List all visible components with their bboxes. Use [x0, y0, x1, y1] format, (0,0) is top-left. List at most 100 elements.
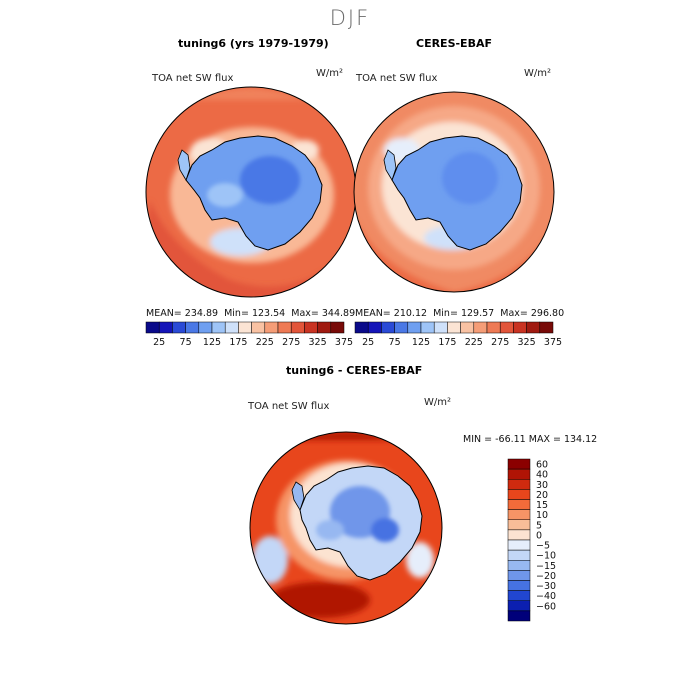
panel-3-south-max [270, 582, 370, 618]
colorbar-swatch [317, 321, 332, 334]
colorbar-swatch [486, 321, 501, 334]
panel-2-colorbar: 25 75 125 175 225 275 325 375 [354, 321, 562, 348]
colorbar-swatch [238, 321, 252, 334]
colorbar-swatch [158, 321, 173, 334]
colorbar-tick-label: −40 [536, 591, 556, 602]
colorbar-swatch [330, 321, 345, 334]
panel-2-min-label: Min= [433, 308, 458, 319]
colorbar-swatch [277, 321, 292, 334]
colorbar-tick-label: 75 [389, 337, 401, 348]
colorbar-swatch [507, 590, 531, 601]
panel-3-west-ant-neg [316, 520, 344, 540]
colorbar-swatch [145, 321, 160, 334]
colorbar-tick-label: 20 [536, 490, 548, 501]
figure-title: DJF [329, 6, 371, 30]
panel-2-stats: MEAN= 210.12 Min= 129.57 Max= 296.80 [355, 308, 564, 319]
colorbar-swatch [198, 321, 213, 334]
colorbar-swatch [264, 321, 279, 334]
panel-2-plateau [442, 152, 498, 204]
colorbar-swatch [507, 529, 531, 541]
colorbar-swatch [473, 321, 488, 334]
colorbar-tick-label: 15 [536, 500, 548, 511]
panel-1-mean-label: MEAN= [146, 308, 182, 319]
colorbar-tick-label: 175 [229, 337, 247, 348]
colorbar-tick-label: 125 [203, 337, 221, 348]
panel-3-peninsula [291, 481, 305, 511]
panel-3-plateau-neg-2 [371, 518, 399, 542]
colorbar-tick-label: 25 [362, 337, 374, 348]
panel-2-peninsula [383, 149, 397, 181]
colorbar-swatch [367, 321, 382, 334]
panel-2-max-label: Max= [500, 308, 528, 319]
colorbar-tick-label: −10 [536, 551, 556, 562]
panel-1-plateau-low [240, 156, 300, 204]
colorbar-swatch [499, 321, 514, 334]
panel-1-map [146, 87, 356, 297]
colorbar-tick-label: 25 [153, 337, 165, 348]
colorbar-tick-label: 325 [518, 337, 536, 348]
panel-1-variable-label: TOA net SW flux [152, 73, 234, 84]
colorbar-tick-label: 375 [335, 337, 353, 348]
colorbar-swatch [507, 539, 531, 551]
colorbar-tick-label: 125 [412, 337, 430, 348]
colorbar-tick-label: 10 [536, 510, 548, 521]
colorbar-tick-label: −60 [536, 601, 556, 612]
colorbar-swatch [507, 570, 531, 581]
colorbar-tick-label: 375 [544, 337, 562, 348]
colorbar-tick-label: 225 [256, 337, 274, 348]
panel-1-west-highlight [207, 183, 243, 207]
panel-1-units-label: W/m² [316, 68, 344, 79]
colorbar-swatch [407, 321, 422, 334]
panel-1-min-value: 123.54 [251, 308, 286, 319]
colorbar-tick-label: 0 [536, 530, 542, 541]
colorbar-swatch [354, 321, 369, 334]
colorbar-swatch [507, 610, 531, 622]
colorbar-tick-label: −30 [536, 581, 556, 592]
panel-2-title: CERES-EBAF [416, 37, 492, 50]
colorbar-swatch [507, 519, 531, 531]
colorbar-swatch [304, 321, 318, 334]
colorbar-swatch [526, 321, 541, 334]
colorbar-swatch [507, 509, 531, 520]
colorbar-tick-label: −15 [536, 561, 556, 572]
panel-1-min-label: Min= [224, 308, 249, 319]
colorbar-swatch [507, 499, 531, 510]
panel-1-title: tuning6 (yrs 1979-1979) [178, 37, 329, 50]
colorbar-swatch [507, 468, 531, 480]
panel-1-mean-value: 234.89 [184, 308, 219, 319]
panel-2-max-value: 296.80 [530, 308, 565, 319]
colorbar-swatch [507, 560, 531, 571]
panel-2-min-value: 129.57 [460, 308, 495, 319]
panel-2-map [354, 92, 554, 292]
colorbar-tick-label: 175 [438, 337, 456, 348]
colorbar-tick-label: −20 [536, 571, 556, 582]
colorbar-swatch [447, 321, 461, 334]
colorbar-swatch [172, 321, 186, 334]
panel-3-north-max [250, 432, 440, 470]
panel-3-variable-label: TOA net SW flux [248, 401, 330, 412]
panel-2-variable-label: TOA net SW flux [356, 73, 438, 84]
colorbar-swatch [507, 580, 531, 591]
colorbar-swatch [539, 321, 554, 334]
colorbar-tick-label: 75 [180, 337, 192, 348]
panel-1-peninsula [177, 149, 191, 181]
panel-2-map-border [353, 91, 555, 293]
colorbar-swatch [290, 321, 305, 334]
colorbar-tick-label: −5 [536, 541, 550, 552]
colorbar-tick-label: 225 [465, 337, 483, 348]
panel-2-mean-label: MEAN= [355, 308, 391, 319]
colorbar-swatch [211, 321, 226, 334]
panel-3-map-border [249, 431, 443, 625]
colorbar-swatch [460, 321, 475, 334]
colorbar-swatch [251, 321, 266, 334]
panel-1-colorbar: 25 75 125 175 225 275 325 375 [145, 321, 353, 348]
colorbar-tick-label: 325 [309, 337, 327, 348]
panel-2-mean-value: 210.12 [393, 308, 428, 319]
colorbar-swatch [507, 479, 531, 490]
panel-3-map [250, 432, 442, 624]
colorbar-swatch [507, 458, 531, 470]
panel-1-stats: MEAN= 234.89 Min= 123.54 Max= 344.89 [146, 308, 355, 319]
